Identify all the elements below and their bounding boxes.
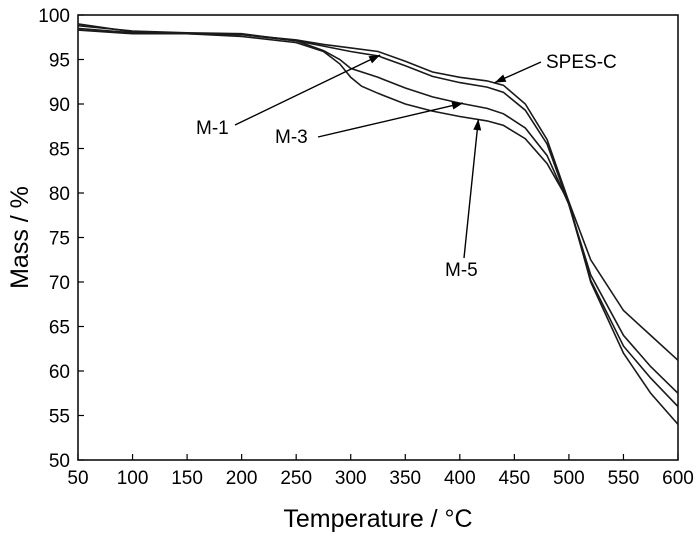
y-tick-label-100: 100 — [38, 6, 70, 27]
series-line-spes-c — [77, 29, 679, 425]
x-tick-label-550: 550 — [608, 468, 640, 489]
y-tick-label-70: 70 — [49, 273, 70, 294]
x-tick-label-200: 200 — [226, 468, 258, 489]
arrowhead-m-1 — [368, 55, 381, 64]
axis-ticks: 50 100 150 200 250 300 350 400 450 500 550 600 50 55 6… — [38, 6, 694, 489]
annotation-label-m-1: M-1 — [196, 118, 229, 139]
y-tick-label-85: 85 — [49, 140, 70, 161]
y-tick-label-95: 95 — [49, 51, 70, 72]
x-tick-label-50: 50 — [67, 468, 88, 489]
x-tick-label-350: 350 — [389, 468, 421, 489]
annotation-label-spes-c: SPES-C — [546, 52, 617, 73]
series-line-m-5 — [77, 23, 679, 361]
arrow-m-1 — [234, 54, 381, 126]
x-tick-label-300: 300 — [335, 468, 367, 489]
y-tick-label-65: 65 — [49, 318, 70, 339]
x-tick-label-150: 150 — [171, 468, 203, 489]
arrowhead-m-3 — [451, 101, 464, 110]
x-tick-label-500: 500 — [553, 468, 585, 489]
series-line-m-3 — [77, 24, 679, 394]
y-axis-label: Mass / % — [6, 186, 34, 289]
series-line-m-1 — [77, 27, 679, 408]
y-tick-label-80: 80 — [49, 184, 70, 205]
arrowhead-spes-c — [494, 74, 507, 83]
annotation-label-m-5: M-5 — [445, 260, 478, 281]
x-tick-label-450: 450 — [499, 468, 531, 489]
x-axis-label: Temperature / °C — [283, 505, 472, 533]
y-tick-label-55: 55 — [49, 407, 70, 428]
arrow-m-5 — [463, 119, 480, 259]
arrowhead-m-5 — [473, 119, 482, 131]
y-tick-label-50: 50 — [49, 451, 70, 472]
plot-frame — [77, 14, 679, 461]
series-group — [77, 23, 679, 425]
x-tick-label-600: 600 — [662, 468, 694, 489]
y-tick-label-90: 90 — [49, 95, 70, 116]
x-tick-label-400: 400 — [444, 468, 476, 489]
annotation-label-m-3: M-3 — [275, 127, 308, 148]
x-tick-label-100: 100 — [117, 468, 149, 489]
x-tick-label-250: 250 — [280, 468, 312, 489]
annotation-group: SPES-C M-1 M-3 M-5 — [196, 52, 617, 281]
y-tick-label-60: 60 — [49, 362, 70, 383]
y-tick-label-75: 75 — [49, 229, 70, 250]
arrow-m-3 — [317, 102, 464, 138]
